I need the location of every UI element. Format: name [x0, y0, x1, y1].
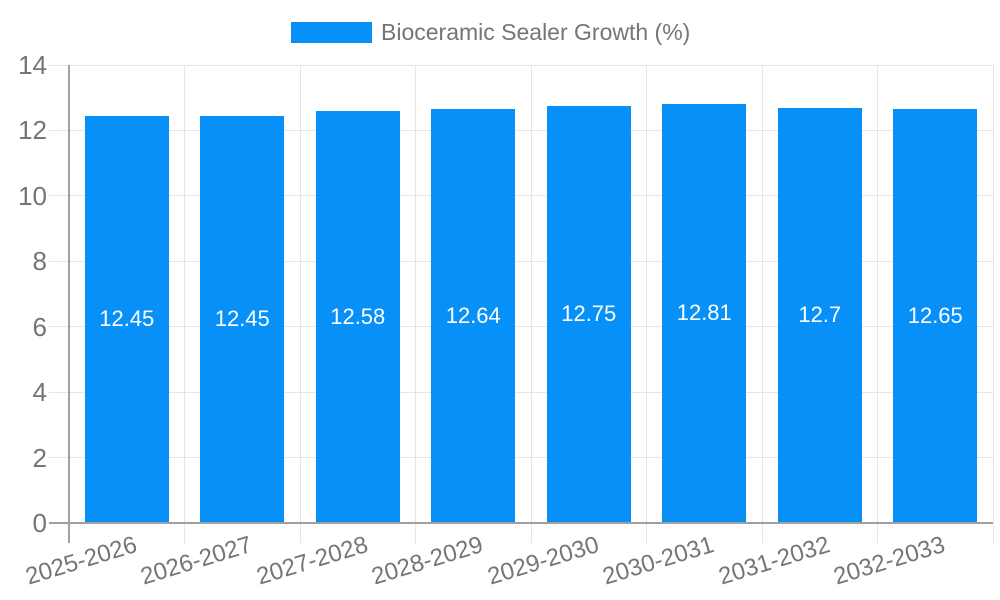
gridline-horizontal: [49, 326, 993, 328]
x-axis-tick-label: 2028-2029: [368, 531, 487, 591]
gridline-horizontal: [49, 457, 993, 459]
x-axis-tick-label: 2031-2032: [715, 531, 834, 591]
y-axis-tick-label: 8: [32, 246, 47, 277]
gridline-horizontal: [49, 129, 993, 131]
legend-swatch: [291, 22, 372, 43]
y-axis-tick-label: 6: [32, 311, 47, 342]
bar-value-label: 12.58: [330, 304, 386, 330]
bar-value-label: 12.45: [214, 306, 270, 332]
bar-value-label: 12.7: [798, 302, 842, 328]
gridline-horizontal: [49, 64, 993, 66]
x-axis-baseline: [49, 522, 993, 524]
gridline-vertical: [761, 65, 763, 543]
bar-value-label: 12.75: [561, 301, 617, 327]
y-axis-tick-label: 4: [32, 377, 47, 408]
x-axis-tick-label: 2025-2026: [22, 531, 141, 591]
bar[interactable]: [84, 115, 169, 523]
bar[interactable]: [431, 109, 516, 523]
y-axis-tick-label: 10: [18, 180, 47, 211]
bar-value-label: 12.65: [907, 303, 963, 329]
bar-value-label: 12.64: [445, 303, 501, 329]
x-axis-tick-label: 2026-2027: [137, 531, 256, 591]
legend[interactable]: Bioceramic Sealer Growth (%): [291, 21, 690, 44]
gridline-vertical: [646, 65, 647, 543]
bar[interactable]: [777, 107, 862, 523]
y-axis-tick-label: 14: [18, 50, 47, 80]
gridline-vertical: [530, 65, 532, 543]
y-axis-tick-label: 0: [32, 508, 47, 538]
gridline-horizontal: [49, 195, 993, 197]
bar[interactable]: [200, 115, 285, 523]
bar[interactable]: [315, 111, 400, 523]
bar[interactable]: [893, 109, 978, 523]
y-axis-tick-label: 12: [18, 115, 47, 146]
bar-value-label: 12.81: [676, 300, 732, 326]
x-axis-tick-label: 2032-2033: [830, 531, 949, 591]
y-axis-line: [68, 65, 70, 543]
gridline-horizontal: [49, 391, 993, 393]
gridline-vertical: [299, 65, 301, 543]
x-axis-tick-label: 2030-2031: [599, 531, 718, 591]
gridline-vertical: [415, 65, 416, 543]
gridline-vertical: [184, 65, 185, 543]
gridline-horizontal: [49, 260, 993, 262]
y-axis-tick-label: 2: [32, 442, 47, 473]
x-axis-tick-label: 2029-2030: [484, 531, 603, 591]
bar-value-label: 12.45: [99, 306, 155, 332]
gridline-vertical: [877, 65, 878, 543]
legend-label: Bioceramic Sealer Growth (%): [381, 19, 691, 45]
bar[interactable]: [662, 103, 747, 523]
bar[interactable]: [546, 105, 631, 523]
x-axis-tick-label: 2027-2028: [253, 531, 372, 591]
gridline-vertical: [992, 65, 994, 543]
